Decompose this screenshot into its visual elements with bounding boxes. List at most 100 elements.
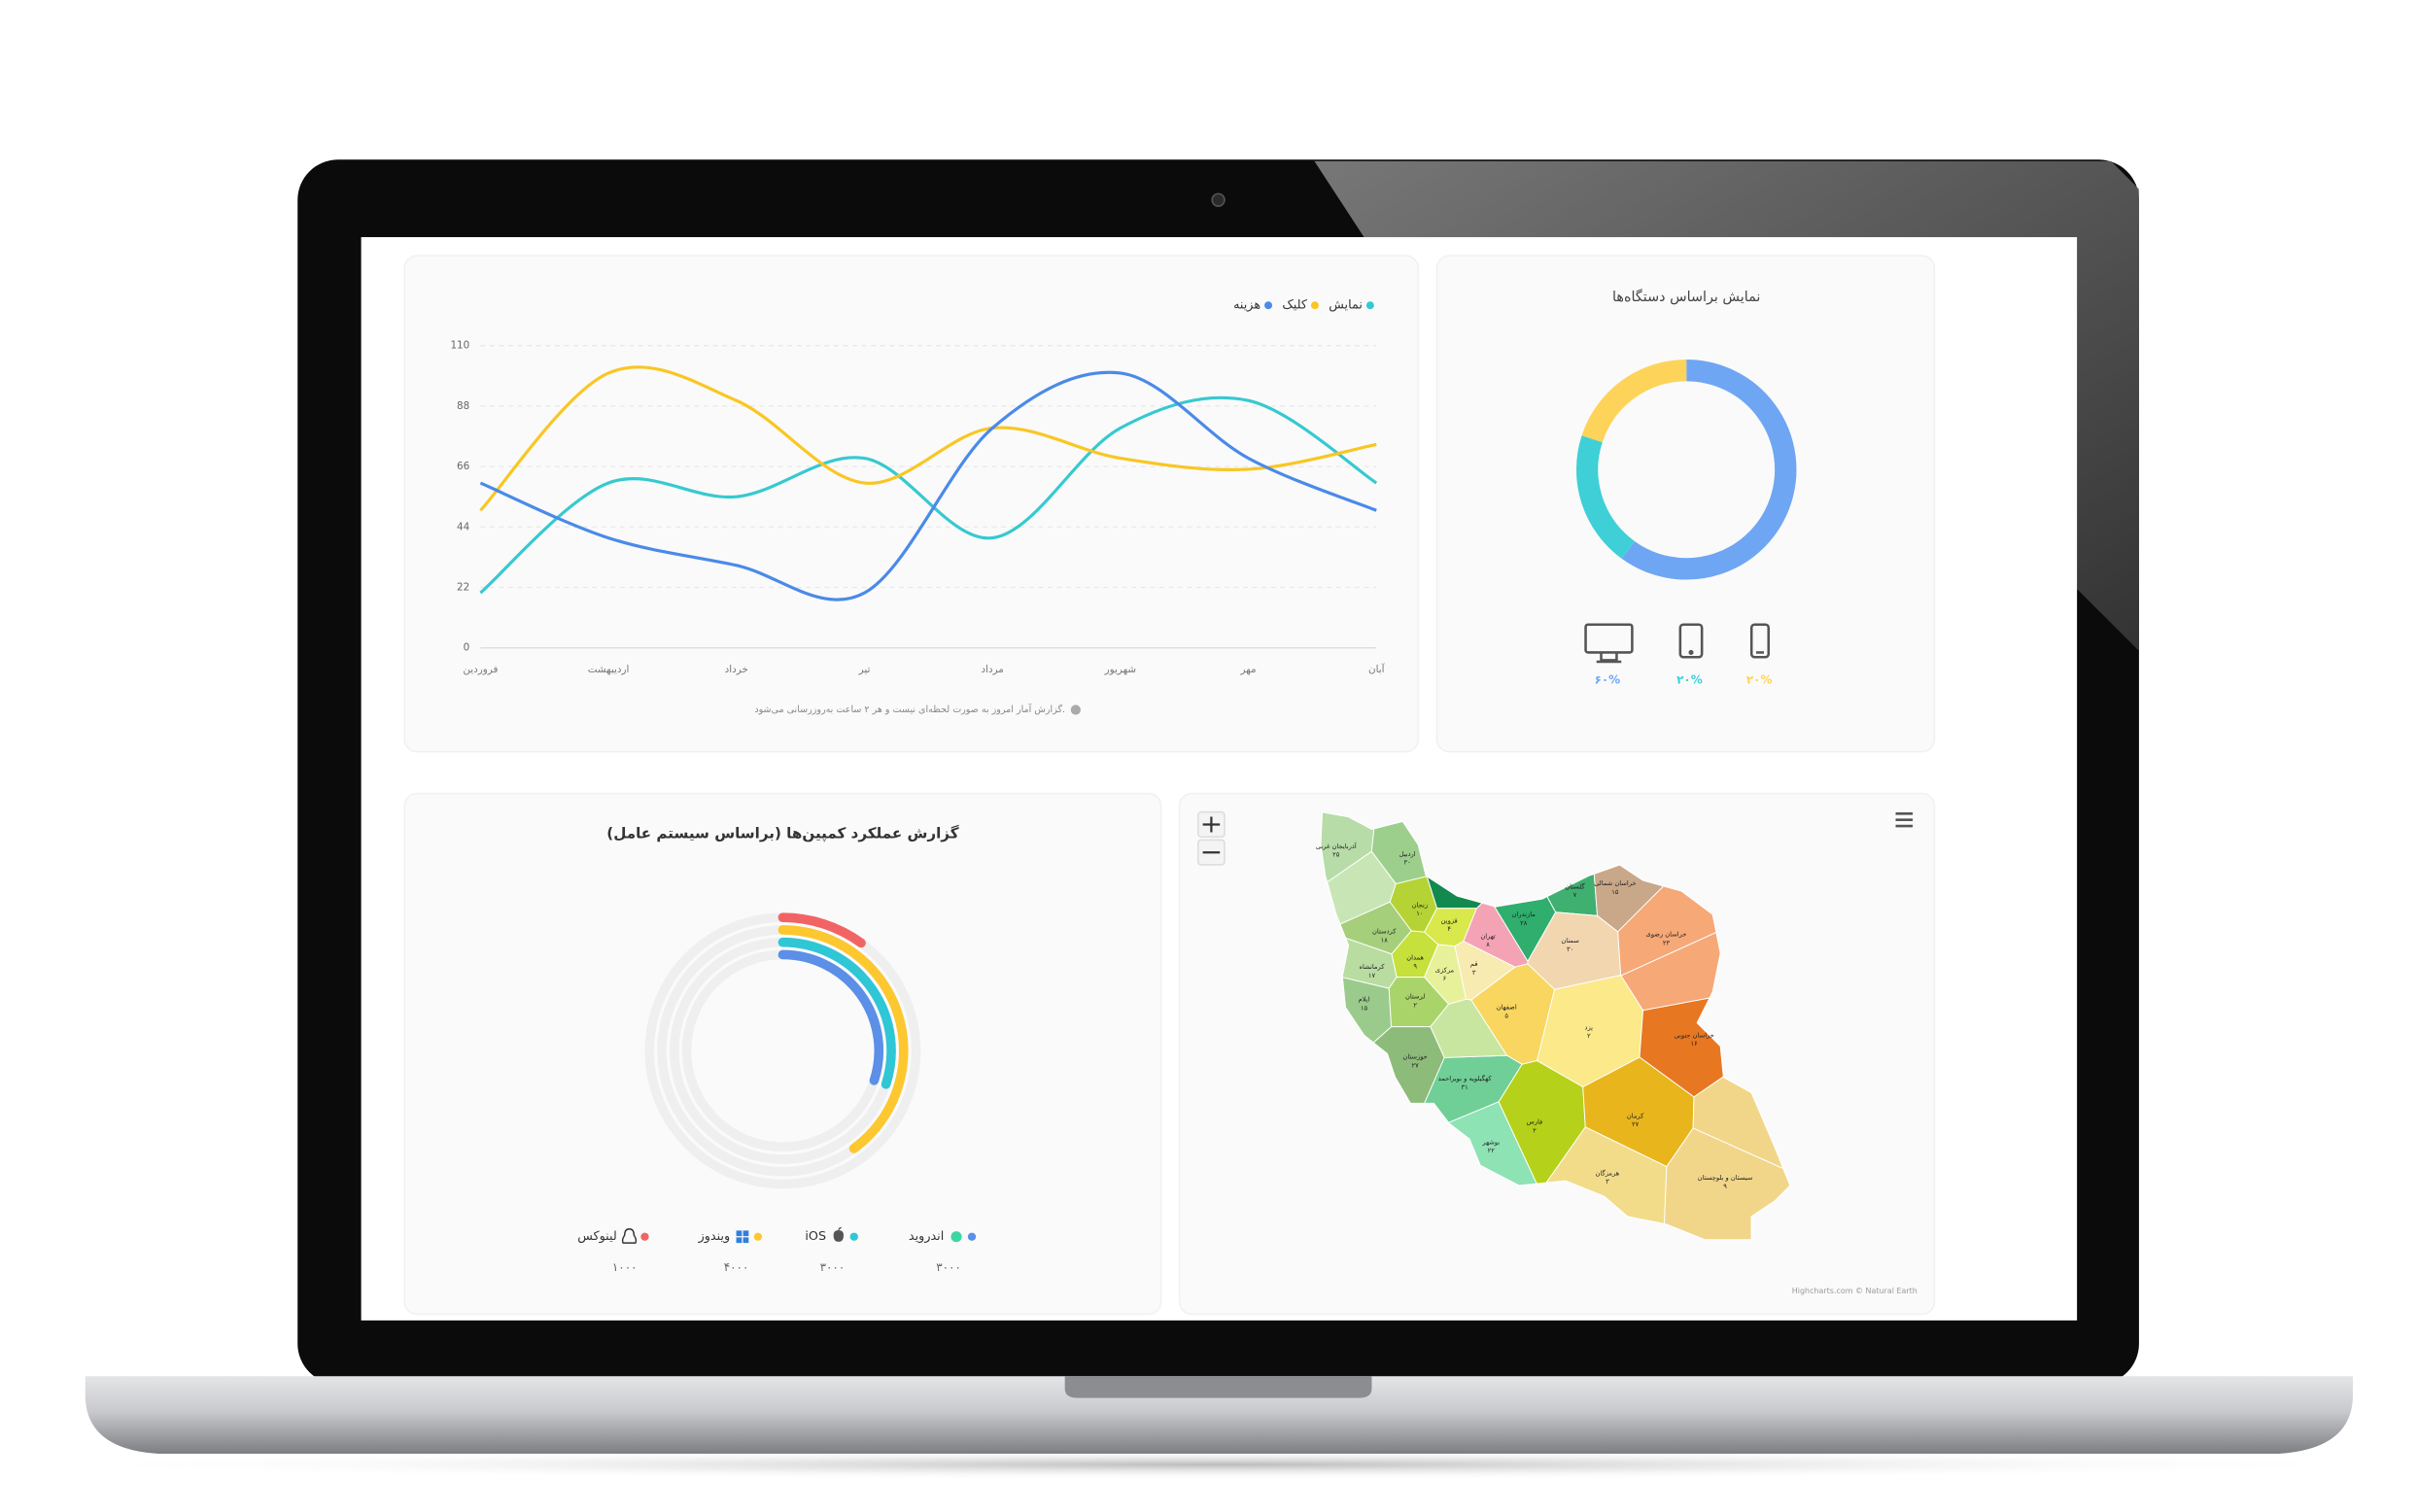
province-name: سمنان [1561, 937, 1579, 945]
province-name: بوشهر [1481, 1138, 1500, 1146]
province-value: ۱۸ [1381, 936, 1389, 944]
donut-chart: نمایش براساس دستگاه‌ها ۶۰% ۲۰% ۲۰% [1575, 289, 1797, 687]
legend-label: اندروید [909, 1229, 944, 1244]
y-tick-label: 0 [464, 642, 470, 654]
province-name: تهران [1480, 932, 1496, 940]
map-credit: Highcharts.com © Natural Earth [1792, 1287, 1917, 1295]
legend-label: iOS [805, 1229, 826, 1244]
province-name: کهگیلویه و بویراحمد [1438, 1075, 1493, 1082]
radial-bar [777, 912, 866, 948]
x-tick-label: اردیبهشت [588, 664, 630, 675]
province-value: ۲۷ [1632, 1120, 1640, 1128]
province-name: یزد [1584, 1023, 1593, 1031]
province-value: ۲۲ [1488, 1147, 1496, 1154]
x-tick-label: آبان [1368, 663, 1386, 675]
value-label: ۲۰% [1676, 673, 1703, 687]
base-notch [1064, 1376, 1372, 1398]
province-value: ۱۵ [1611, 888, 1619, 896]
province-name: ایلام [1359, 996, 1370, 1004]
legend-marker [849, 1232, 858, 1241]
province-value: ۹ [1723, 1183, 1727, 1190]
zoom-out[interactable] [1197, 839, 1226, 866]
x-tick-label: شهریور [1104, 664, 1136, 675]
province-name: خراسان رضوی [1646, 931, 1687, 939]
legend-marker [1310, 301, 1319, 310]
shadow [40, 1449, 2397, 1481]
legend-marker [1365, 301, 1374, 310]
province-name: زنجان [1412, 901, 1428, 909]
province-value: ۵ [1504, 1012, 1508, 1019]
camera [1211, 192, 1226, 207]
x-tick-label: تیر [858, 664, 871, 675]
line-chart: 0 22 44 66 88 110 فروردین اردیبهشت خرداد تیر مرداد… [450, 298, 1385, 715]
province-value: ۲۸ [1520, 919, 1528, 927]
legend-label: لینوکس [577, 1229, 617, 1244]
province-value: ۷ [1573, 891, 1577, 899]
legend-marker [967, 1232, 977, 1241]
province-name: مازندران [1512, 911, 1537, 918]
info-icon [1070, 704, 1081, 715]
value-label: ۱۰۰۰ [612, 1260, 638, 1274]
province-name: سیستان و بلوچستان [1698, 1174, 1753, 1182]
province-name: آذربایجان غربی [1316, 842, 1358, 850]
value-label: ۲۰% [1746, 673, 1773, 687]
province-value: ۴ [1447, 925, 1451, 933]
value-label: ۳۰۰۰ [936, 1260, 961, 1274]
zoom-in[interactable] [1197, 810, 1226, 839]
y-tick-label: 66 [457, 461, 469, 472]
province-name: اردبیل [1399, 850, 1416, 858]
x-tick-label: فروردین [463, 664, 498, 675]
province-name: همدان [1406, 954, 1424, 962]
value-label: ۴۰۰۰ [724, 1260, 749, 1274]
province-name: قزوین [1441, 916, 1458, 924]
legend-marker [753, 1232, 763, 1241]
x-tick-label: خرداد [725, 664, 748, 675]
province-name: خراسان شمالی [1594, 879, 1636, 887]
menu-button[interactable] [1895, 812, 1914, 828]
province-value: ۳۰ [1404, 859, 1411, 867]
legend-marker [640, 1232, 649, 1241]
country-border [1320, 810, 1791, 1241]
os-icon [621, 1228, 638, 1244]
province-value: ۱۶ [1691, 1040, 1698, 1048]
province-name: گلستان [1565, 882, 1585, 890]
legend-marker [1264, 301, 1273, 310]
province-value: ۸ [1486, 941, 1490, 948]
os-card [403, 792, 1162, 1316]
province-value: ۳۰ [1567, 945, 1573, 953]
y-tick-label: 88 [457, 400, 469, 412]
province-name: فارس [1527, 1118, 1543, 1126]
x-tick-label: مهر [1240, 664, 1257, 675]
series-line [479, 395, 1378, 595]
series-line [479, 370, 1377, 601]
os-icon [950, 1231, 962, 1243]
province-value: ۲ [1587, 1032, 1591, 1040]
province-name: قم [1470, 960, 1478, 968]
radial-bar-chart: گزارش عملکرد کمپین‌ها (براساس سیستم عامل… [577, 825, 977, 1274]
donut-segment [1581, 360, 1687, 443]
province-name: کردستان [1372, 928, 1397, 936]
radial-bar [777, 925, 909, 1153]
province-value: ۱۵ [1361, 1004, 1368, 1012]
province-name: کرمانشاه [1360, 963, 1386, 971]
province-value: ۳ [1472, 969, 1476, 977]
radial-bar [777, 949, 884, 1085]
province-value: ۹ [1413, 962, 1417, 970]
province-value: ۲۳ [1663, 940, 1671, 947]
y-tick-label: 110 [450, 340, 469, 352]
province [1430, 998, 1508, 1058]
donut-segment [1621, 360, 1797, 580]
radial-bar [777, 937, 896, 1089]
province-value: ۲۷ [1412, 1061, 1420, 1069]
value-label: ۳۰۰۰ [820, 1260, 846, 1274]
province-value: ۳۱ [1462, 1083, 1468, 1091]
province-name: خراسان جنوبی [1674, 1031, 1713, 1039]
x-tick-label: مرداد [981, 664, 1003, 675]
os-icon [833, 1226, 845, 1242]
series-line [479, 365, 1377, 512]
province-value: ۶ [1443, 975, 1447, 982]
chart-note: گزارش آمار امروز به صورت لحظه‌ای نیست و … [754, 703, 1065, 715]
province-name: اصفهان [1497, 1004, 1517, 1012]
value-label: ۶۰% [1595, 673, 1621, 687]
